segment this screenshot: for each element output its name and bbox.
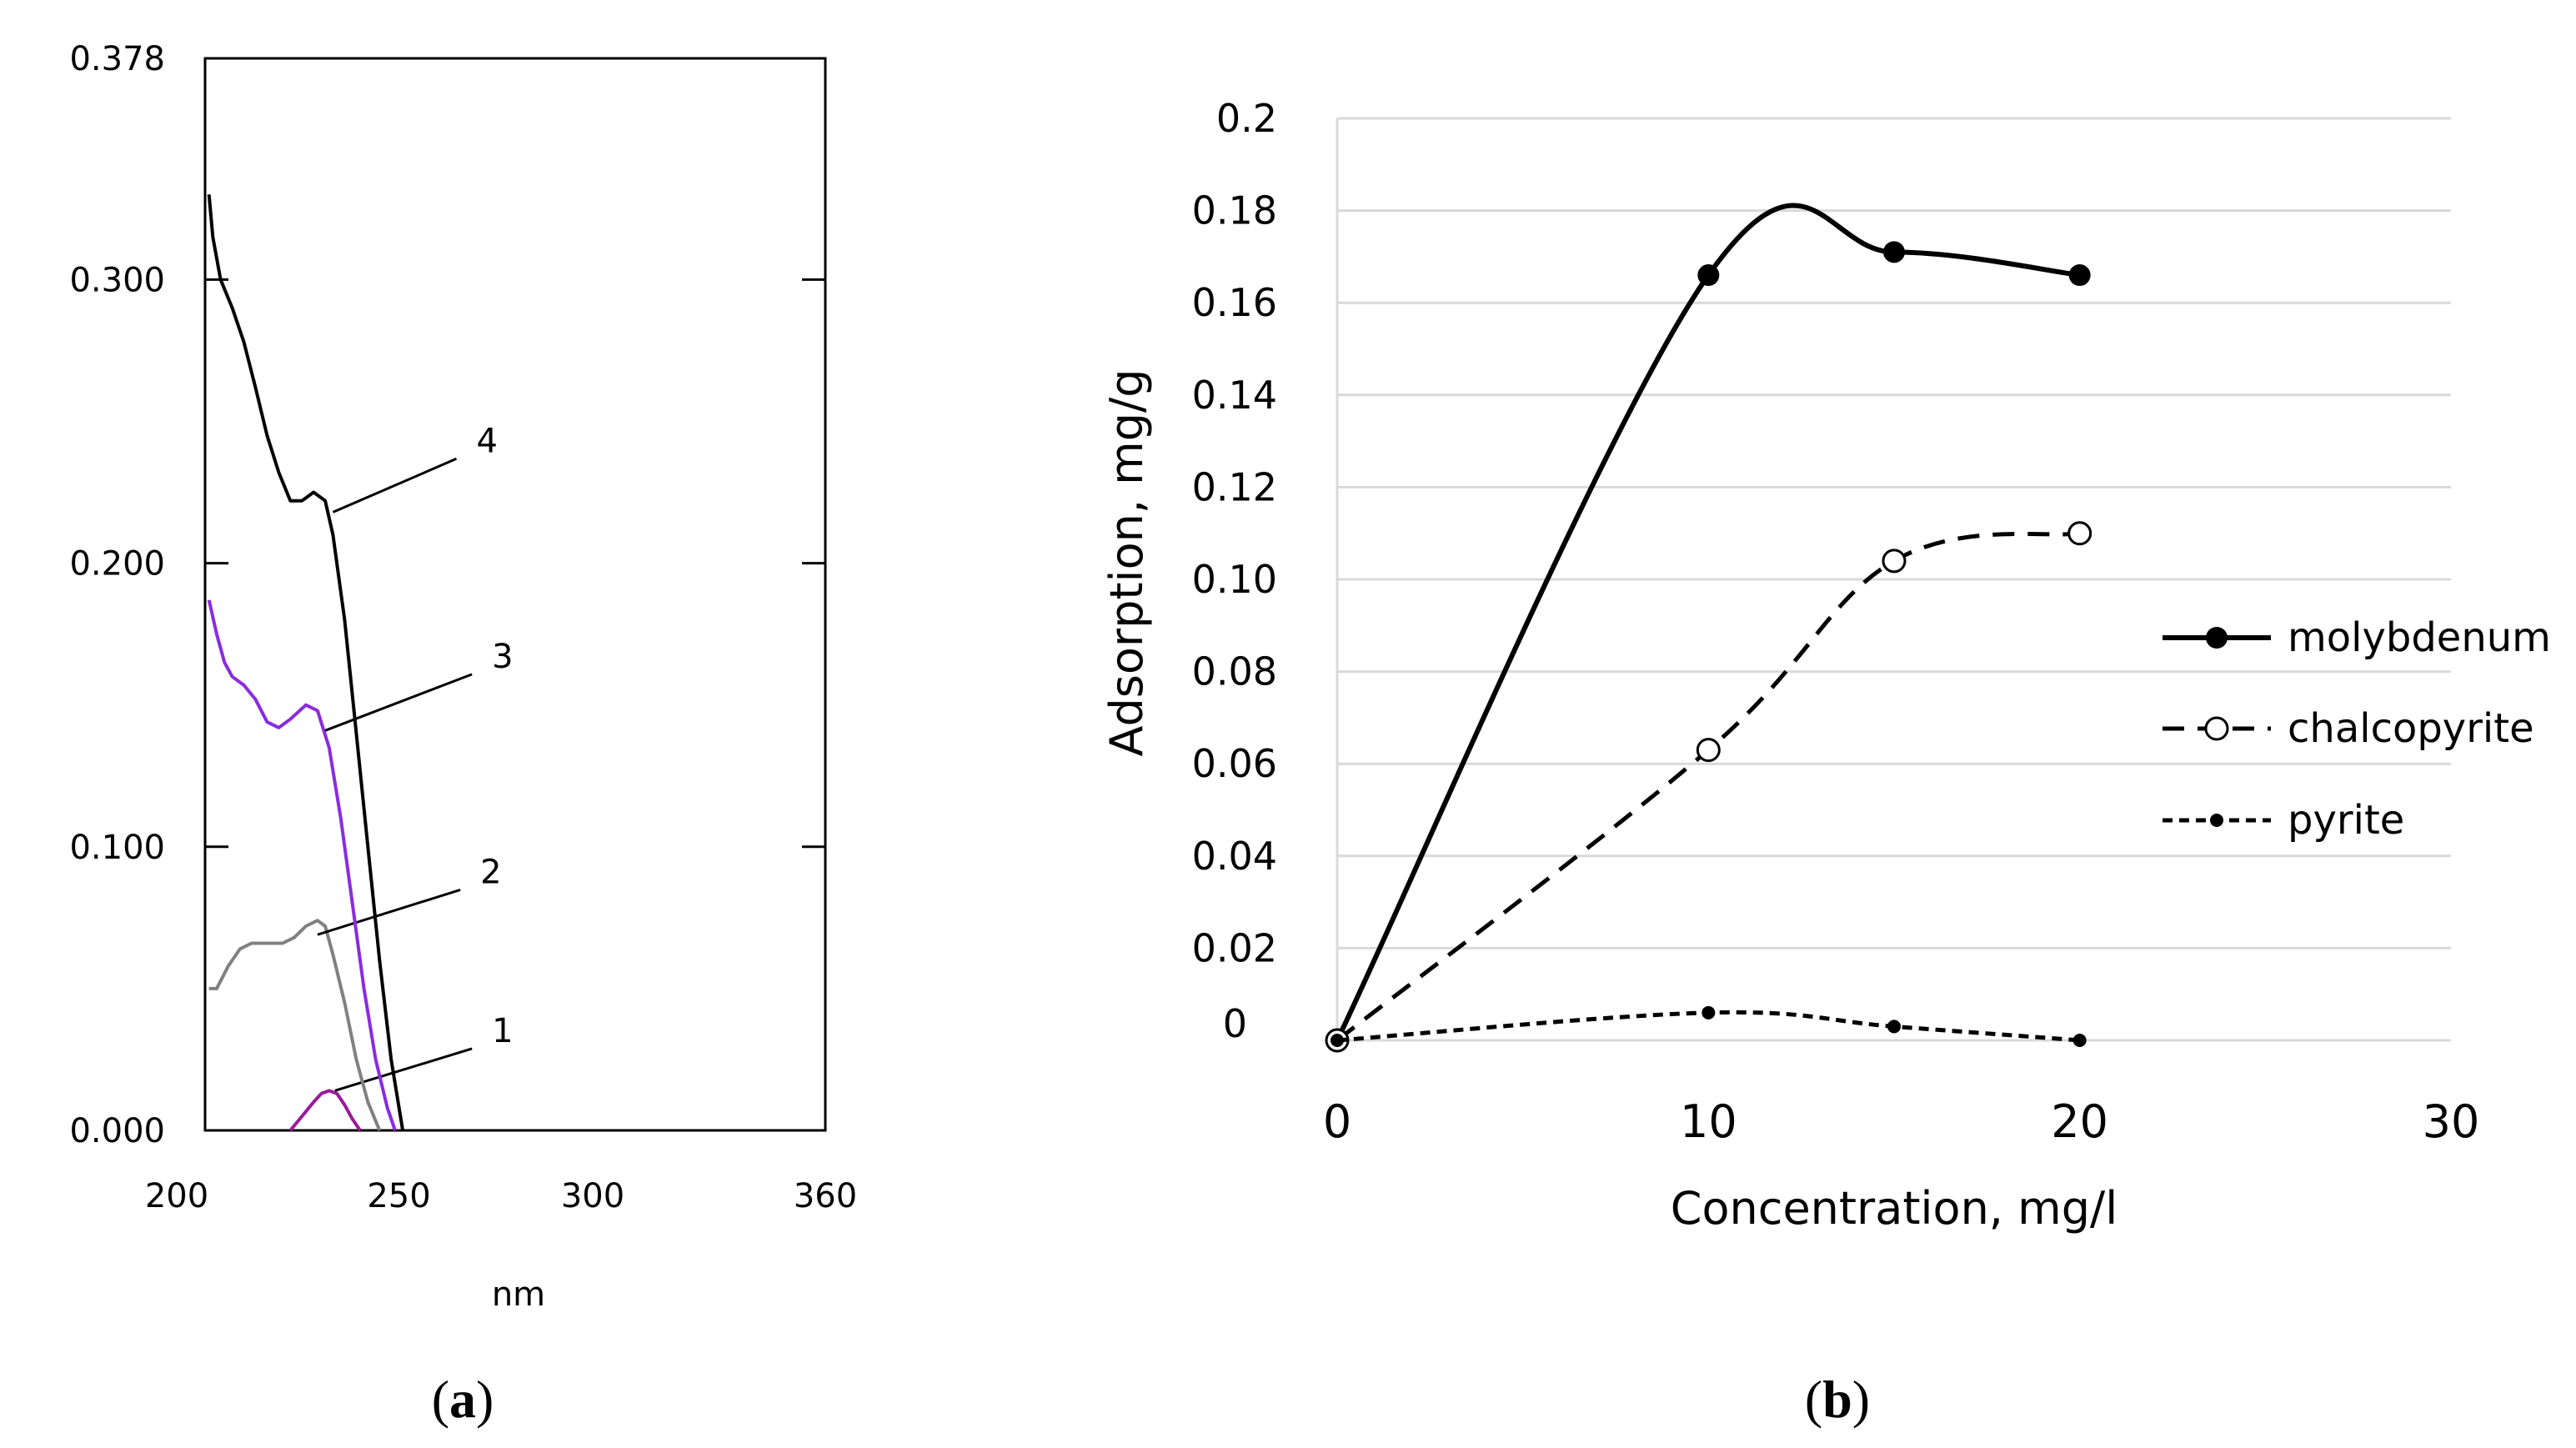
panel-a-y-ticks: 0.000 0.100 0.200 0.300 0.378	[69, 40, 825, 1150]
legend-marker-pyrite	[2210, 814, 2223, 827]
panel-a-series-1: 1	[288, 1012, 514, 1132]
panel-b-y-tick-label: 0.16	[1192, 280, 1277, 325]
legend-label-pyrite: pyrite	[2288, 797, 2404, 844]
panel-b-y-ticks: 0 0.02 0.04 0.06 0.08 0.10 0.12 0.14 0.16 0.18 0.2	[1192, 96, 1277, 1046]
panel-a-curve-2	[208, 919, 382, 1131]
panel-b-point-chalcopyrite	[1882, 549, 1907, 574]
panel-a-x-tick-label: 250	[367, 1177, 430, 1215]
panel-b-point-chalcopyrite	[1696, 738, 1721, 763]
panel-b-x-tick-label: 30	[2423, 1095, 2480, 1148]
panel-b-axes	[1336, 118, 2451, 1042]
panel-b-label-open: (	[1805, 1370, 1822, 1429]
panel-b-label-close: )	[1852, 1370, 1870, 1429]
panel-b-point-pyrite	[1331, 1034, 1344, 1047]
panel-a-x-tick-label: 300	[561, 1177, 624, 1215]
panel-b-y-tick-label: 0	[1223, 1001, 1247, 1046]
panel-b-adsorption-chart: 0 0.02 0.04 0.06 0.08 0.10 0.12 0.14 0.16 0.18 0.2…	[1100, 96, 2551, 1429]
panel-a-label-letter: a	[449, 1370, 476, 1429]
panel-a-y-tick-label: 0.000	[69, 1112, 165, 1150]
panel-a-y-tick-label: 0.378	[69, 40, 165, 78]
panel-a-label: (a)	[432, 1370, 494, 1429]
panel-a-curve-label-3: 3	[492, 638, 513, 676]
panel-a-curve-3	[207, 599, 397, 1131]
panel-a-label-open: (	[432, 1370, 449, 1429]
panel-b-series-pyrite	[1331, 1005, 2087, 1047]
panel-a-series-2: 2	[208, 853, 502, 1131]
panel-b-y-tick-label: 0.04	[1192, 834, 1277, 879]
panel-a-x-axis-label: nm	[492, 1275, 545, 1314]
panel-b-point-pyrite	[2072, 1034, 2087, 1047]
panel-a-leader-line-3	[324, 673, 473, 732]
panel-b-point-molybdenum	[1883, 241, 1905, 263]
panel-a-uv-spectra: 0.000 0.100 0.200 0.300 0.378 200 250 300 360 1…	[69, 40, 857, 1429]
panel-a-series-4: 4	[207, 194, 498, 1131]
panel-a-leader-line-2	[317, 888, 461, 936]
panel-a-x-tick-label: 360	[794, 1177, 857, 1215]
panel-a-leader-line-4	[332, 457, 458, 514]
panel-b-line-chalcopyrite	[1336, 531, 2081, 1042]
legend-entry-chalcopyrite: chalcopyrite	[2163, 705, 2534, 752]
panel-b-x-ticks: 0 10 20 30	[1323, 1095, 2480, 1148]
panel-a-curve-label-2: 2	[480, 853, 501, 891]
panel-a-x-ticks: 200 250 300 360	[145, 1177, 857, 1215]
panel-b-label: (b)	[1805, 1370, 1870, 1429]
legend-label-molybdenum: molybdenum	[2288, 614, 2551, 661]
panel-a-plot-frame	[203, 57, 827, 1132]
panel-a-leader-line-1	[334, 1047, 473, 1092]
legend-label-chalcopyrite: chalcopyrite	[2288, 705, 2534, 752]
panel-a-curve-1	[288, 1089, 362, 1132]
panel-a-x-tick-label: 200	[145, 1177, 208, 1215]
panel-b-point-pyrite	[1701, 1005, 1716, 1020]
legend-entry-molybdenum: molybdenum	[2163, 614, 2551, 661]
panel-a-curve-label-4: 4	[477, 422, 498, 460]
legend-entry-pyrite: pyrite	[2163, 797, 2404, 844]
panel-a-y-tick-label: 0.300	[69, 261, 165, 299]
panel-a-label-close: )	[476, 1370, 494, 1429]
panel-a-series: 1 2 3 4	[207, 194, 514, 1132]
panel-a-y-tick-label: 0.200	[69, 545, 165, 584]
panel-b-y-tick-label: 0.14	[1192, 373, 1277, 418]
panel-b-line-pyrite	[1336, 1010, 2080, 1043]
panel-b-y-tick-label: 0.2	[1216, 96, 1277, 141]
panel-b-y-tick-label: 0.12	[1192, 464, 1277, 509]
panel-b-x-axis-label: Concentration, mg/l	[1671, 1182, 2117, 1235]
panel-b-y-axis-label: Adsorption, mg/g	[1100, 368, 1153, 756]
panel-b-y-tick-label: 0.02	[1192, 925, 1277, 970]
panel-b-y-tick-label: 0.18	[1192, 188, 1277, 233]
panel-b-y-tick-label: 0.06	[1192, 741, 1277, 786]
panel-b-gridlines	[1337, 117, 2451, 949]
panel-b-point-chalcopyrite	[2067, 521, 2092, 546]
panel-b-y-tick-label: 0.08	[1192, 649, 1277, 694]
panel-b-series-chalcopyrite	[1325, 521, 2092, 1053]
panel-b-line-molybdenum	[1335, 203, 2081, 1042]
panel-b-series	[1325, 203, 2092, 1053]
panel-b-label-letter: b	[1822, 1370, 1852, 1429]
panel-a-series-3: 3	[207, 599, 514, 1131]
panel-b-y-tick-label: 0.10	[1192, 557, 1277, 602]
panel-a-curve-label-1: 1	[492, 1012, 513, 1050]
legend-marker-molybdenum	[2206, 627, 2228, 649]
panel-b-point-molybdenum	[2068, 264, 2091, 287]
panel-b-x-tick-label: 20	[2051, 1095, 2108, 1148]
panel-b-x-tick-label: 10	[1680, 1095, 1737, 1148]
panel-b-point-molybdenum	[1697, 264, 1720, 287]
panel-a-y-tick-label: 0.100	[69, 829, 165, 867]
panel-b-x-tick-label: 0	[1323, 1095, 1351, 1148]
panel-b-point-pyrite	[1887, 1020, 1901, 1034]
panel-b-legend: molybdenum chalcopyrite pyrite	[2163, 614, 2551, 844]
panel-a-curve-4	[207, 194, 405, 1131]
legend-marker-chalcopyrite	[2204, 716, 2229, 741]
